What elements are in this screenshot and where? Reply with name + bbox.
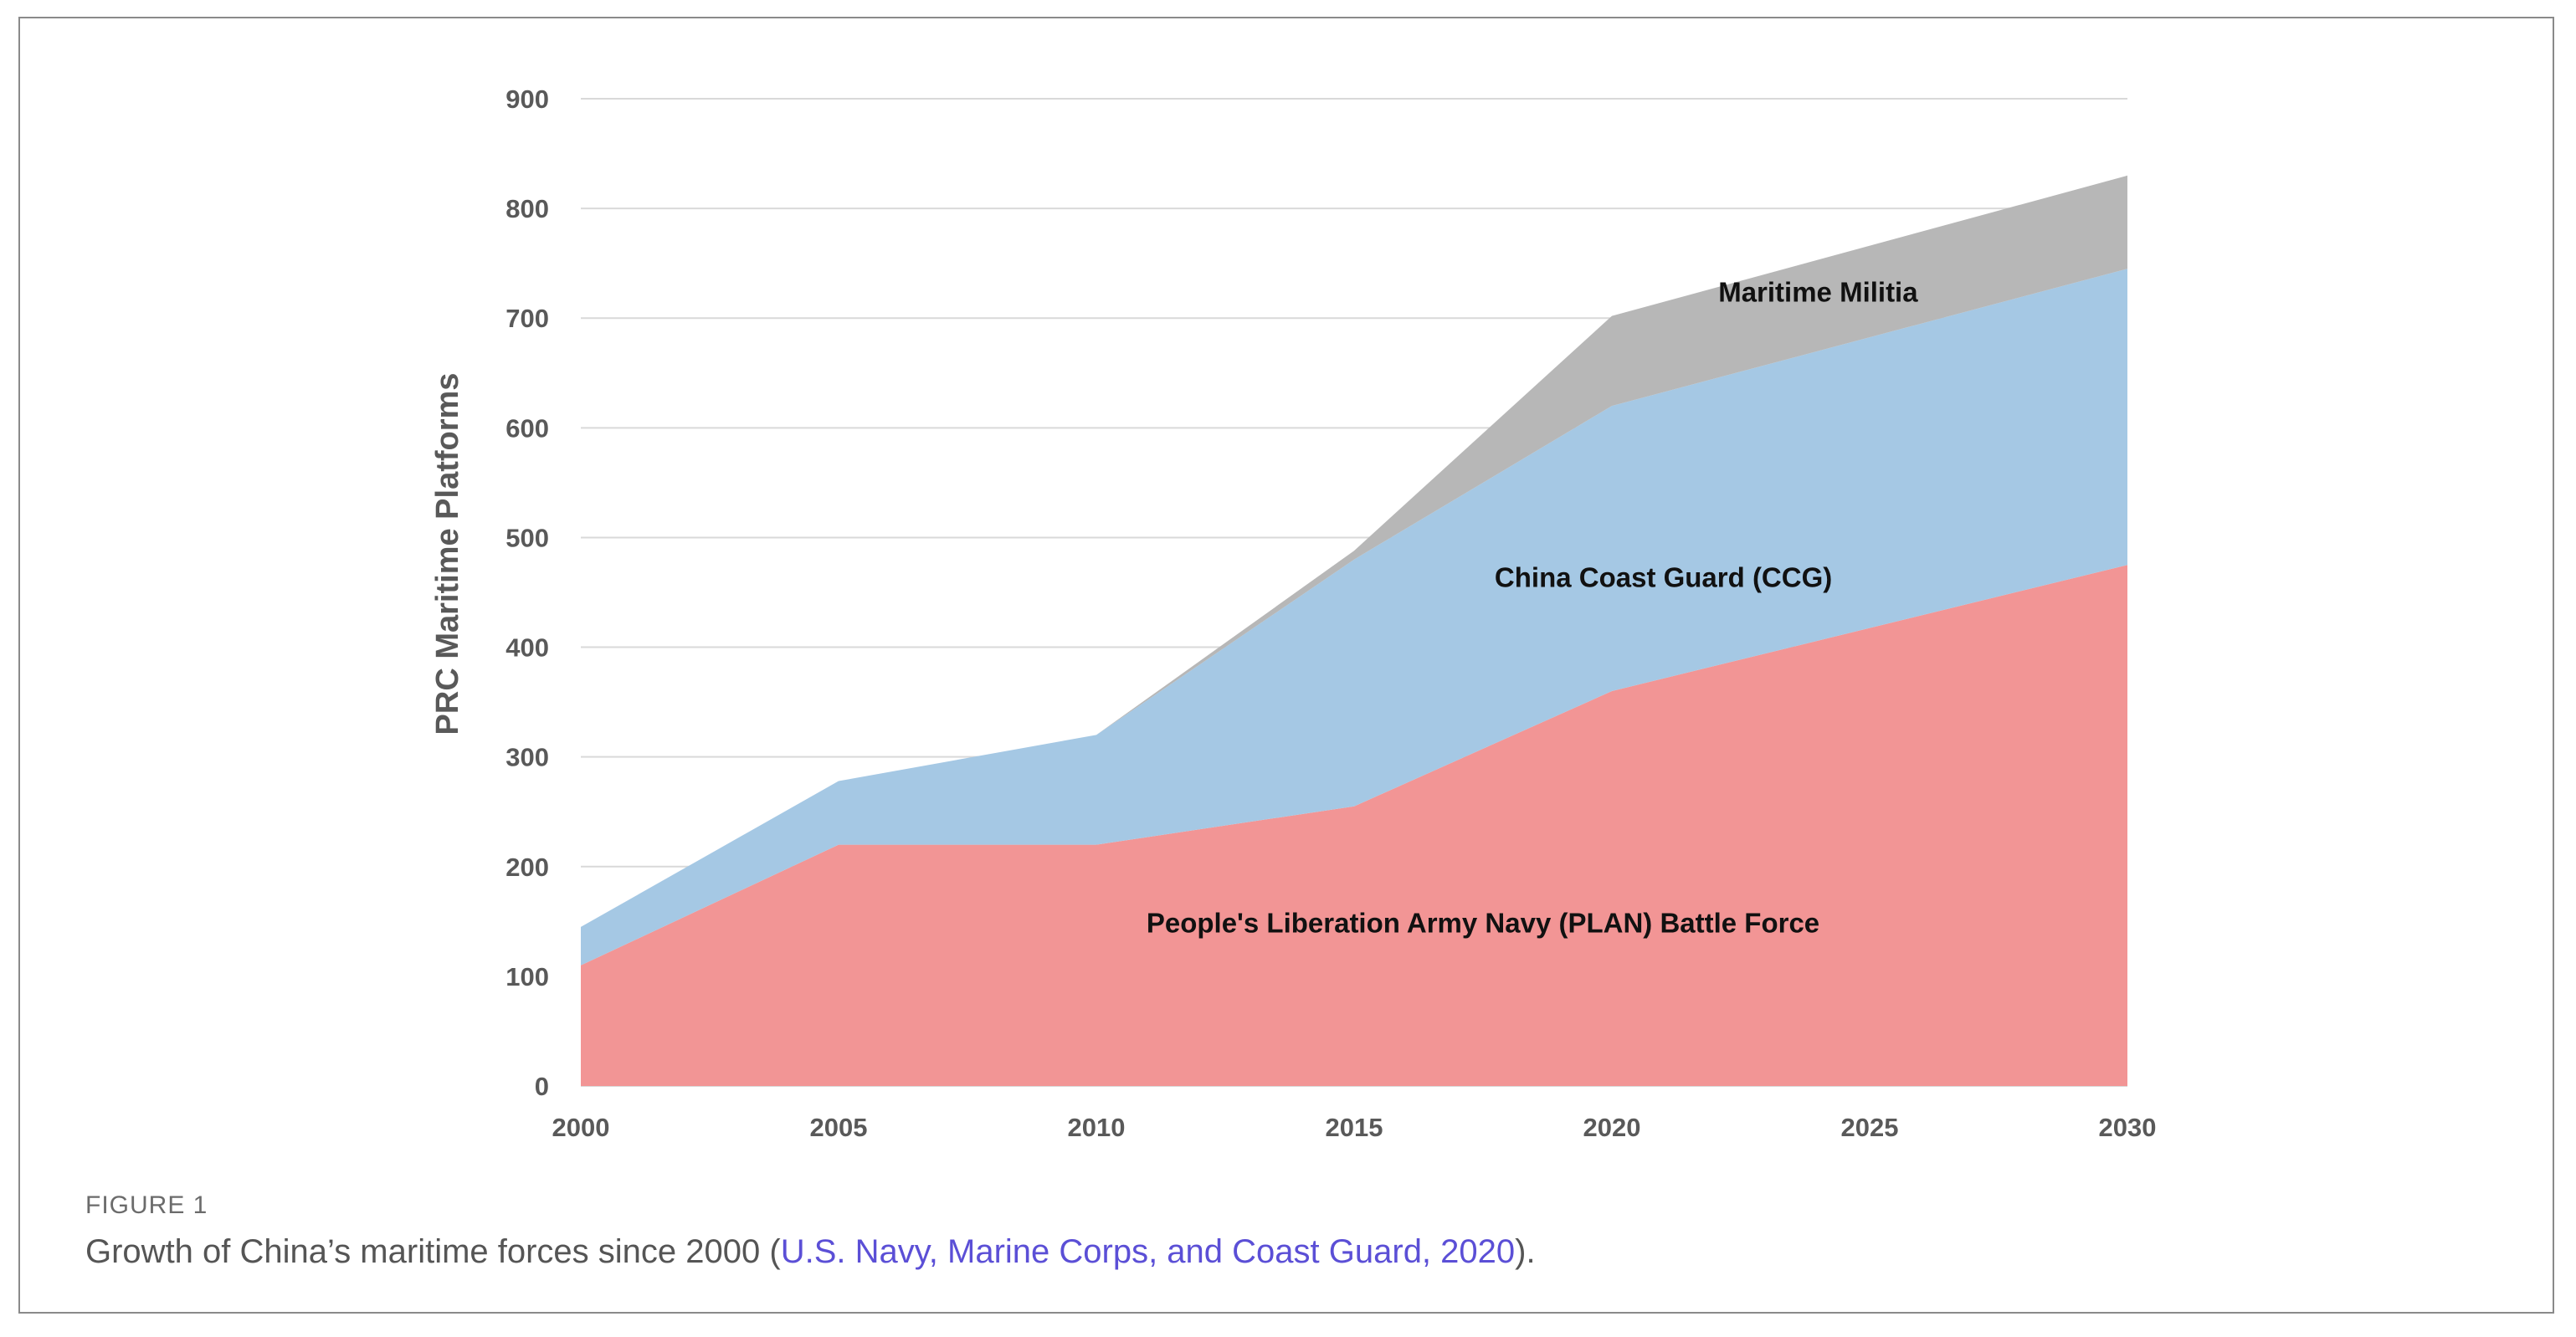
x-tick-label: 2000 [552,1113,610,1142]
y-tick-label: 300 [505,743,549,772]
area-label-plan: People's Liberation Army Navy (PLAN) Bat… [1147,907,1819,938]
area-label-militia: Maritime Militia [1718,277,1918,308]
x-tick-label: 2025 [1841,1113,1899,1142]
y-tick-label: 100 [505,962,549,991]
figure-caption: Growth of China’s maritime forces since … [85,1233,1536,1271]
area-series-militia [581,175,2127,927]
y-tick-label: 500 [505,523,549,552]
x-tick-labels: 2000 2005 2010 2015 2020 2025 2030 [552,1113,2157,1142]
area-series [581,175,2127,1086]
x-tick-label: 2010 [1068,1113,1126,1142]
x-tick-label: 2015 [1326,1113,1383,1142]
y-tick-label: 800 [505,194,549,223]
area-series-plan [581,565,2127,1086]
x-tick-label: 2030 [2099,1113,2157,1142]
area-series-ccg [581,269,2127,966]
area-labels: Maritime Militia China Coast Guard (CCG) P… [1147,277,1918,939]
caption-citation-link[interactable]: U.S. Navy, Marine Corps, and Coast Guard… [780,1233,1516,1270]
caption-text: Growth of China’s maritime forces since … [85,1233,781,1270]
y-tick-label: 600 [505,413,549,443]
y-tick-label: 900 [505,85,549,114]
stacked-area-chart: 0 100 200 300 400 500 600 700 800 900 2000 2005 201… [430,85,2157,1142]
y-tick-label: 400 [505,633,549,663]
x-tick-label: 2020 [1583,1113,1641,1142]
y-tick-label: 200 [505,853,549,882]
area-label-ccg: China Coast Guard (CCG) [1495,561,1832,592]
y-tick-labels: 0 100 200 300 400 500 600 700 800 900 [505,85,549,1101]
y-tick-label: 700 [505,304,549,333]
y-tick-label: 0 [535,1072,549,1101]
figure-number: FIGURE 1 [85,1191,208,1219]
y-axis-label: PRC Maritime Platforms [430,373,465,735]
x-tick-label: 2005 [810,1113,868,1142]
caption-text-end: ). [1515,1233,1536,1270]
figure-frame: 0 100 200 300 400 500 600 700 800 900 2000 2005 201… [18,17,2554,1314]
